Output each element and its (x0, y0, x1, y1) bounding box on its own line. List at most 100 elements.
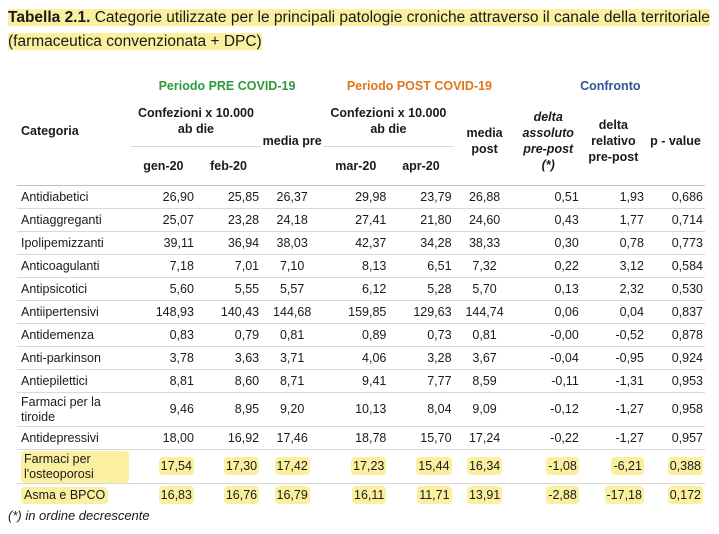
value-cell: 0,172 (645, 483, 705, 506)
cell-value: 16,11 (352, 485, 387, 504)
cell-value: 38,03 (276, 235, 308, 250)
cell-value: 1,77 (619, 212, 644, 227)
value-cell: 5,57 (261, 277, 324, 301)
value-cell: 0,06 (515, 300, 581, 324)
cell-value: 16,92 (227, 430, 260, 445)
value-cell: 5,60 (130, 277, 196, 301)
value-cell: 0,73 (388, 323, 454, 347)
value-cell: 0,79 (195, 323, 262, 347)
cell-value: 0,81 (472, 327, 497, 342)
cell-value: 8,60 (234, 373, 260, 388)
value-cell: 21,80 (388, 208, 454, 232)
cell-value: 3,12 (619, 258, 644, 273)
cell-value: -6,21 (611, 457, 644, 475)
cell-value: 8,95 (234, 402, 260, 416)
table-row: Antidepressivi 18,00 16,92 17,46 18,78 15,70 1… (17, 426, 705, 450)
value-cell: 7,18 (130, 254, 196, 278)
cell-value: 7,32 (472, 258, 497, 273)
header-group-compare: Confronto (580, 79, 641, 93)
cell-value: 38,33 (468, 235, 501, 250)
value-cell: 10,13 (323, 392, 389, 427)
value-cell: -0,95 (580, 346, 646, 370)
cell-value: 6,51 (427, 258, 452, 273)
category-label: Antidemenza (21, 327, 94, 342)
table-row: Farmaci per la tiroide 9,46 8,95 9,20 10,13 8… (17, 392, 705, 427)
value-cell: 13,91 (453, 483, 516, 506)
cell-value: -1,27 (615, 430, 644, 445)
value-cell: -6,21 (580, 449, 646, 484)
table-title-text: Categorie utilizzate per le principali p… (8, 9, 710, 50)
cell-value: 0,04 (619, 304, 644, 319)
value-cell: 17,30 (195, 449, 262, 484)
value-cell: 148,93 (130, 300, 196, 324)
cell-value: 0,78 (619, 235, 644, 250)
value-cell: 3,67 (453, 346, 516, 370)
value-cell: 0,51 (515, 185, 581, 209)
value-cell: 8,60 (195, 369, 262, 393)
table-body: Antidiabetici 26,90 25,85 26,37 29,98 23,79 26… (17, 185, 705, 506)
value-cell: 7,77 (388, 369, 454, 393)
value-cell: 2,32 (580, 277, 646, 301)
cell-value: 23,79 (420, 189, 452, 204)
value-cell: -0,00 (515, 323, 581, 347)
value-cell: 3,63 (195, 346, 262, 370)
header-delta-rel: delta relativo pre-post (580, 96, 646, 186)
value-cell: 144,74 (453, 300, 516, 324)
value-cell: 5,28 (388, 277, 454, 301)
value-cell: 26,37 (261, 185, 324, 209)
cell-value: 25,07 (162, 212, 194, 227)
header-group-pre: Periodo PRE COVID-19 (158, 79, 296, 93)
value-cell: 18,00 (130, 426, 196, 450)
value-cell: 1,77 (580, 208, 646, 232)
cell-value: 26,88 (468, 189, 501, 204)
value-cell: 24,18 (261, 208, 324, 232)
cell-value: 16,79 (274, 485, 310, 504)
value-cell: 7,01 (195, 254, 262, 278)
cell-value: 21,80 (420, 212, 452, 227)
value-cell: 25,07 (130, 208, 196, 232)
category-label: Antipsicotici (21, 281, 87, 296)
value-cell: -17,18 (580, 483, 646, 506)
value-cell: 11,71 (388, 483, 454, 506)
header-category: Categoria (17, 76, 131, 186)
cell-value: 8,71 (279, 373, 305, 388)
category-cell: Farmaci per la tiroide (17, 392, 131, 427)
value-cell: 8,04 (388, 392, 454, 427)
value-cell: 3,28 (388, 346, 454, 370)
value-cell: 16,76 (195, 483, 262, 506)
value-cell: -1,27 (580, 426, 646, 450)
cell-value: 129,63 (413, 304, 452, 319)
cell-value: 0,388 (667, 457, 703, 475)
cell-value: 0,924 (671, 350, 703, 365)
value-cell: -0,11 (515, 369, 581, 393)
header-pvalue: p - value (645, 96, 705, 186)
value-cell: 5,70 (453, 277, 516, 301)
cell-value: 0,22 (554, 258, 579, 273)
value-cell: 0,388 (645, 449, 705, 484)
cell-value: 3,78 (169, 350, 194, 365)
value-cell: 0,81 (261, 323, 324, 347)
value-cell: -0,52 (580, 323, 646, 347)
value-cell: 0,686 (645, 185, 705, 209)
cell-value: 0,957 (671, 430, 703, 445)
category-cell: Antiepilettici (17, 369, 131, 393)
value-cell: -1,27 (580, 392, 646, 427)
cell-value: -2,88 (546, 485, 579, 504)
cell-value: 5,28 (427, 281, 452, 296)
cell-value: 24,60 (468, 212, 501, 227)
cell-value: 0,43 (554, 212, 579, 227)
cell-value: 3,71 (279, 350, 305, 365)
table-row: Antipsicotici 5,60 5,55 5,57 6,12 5,28 5,70 0,1… (17, 277, 705, 301)
cell-value: 25,85 (227, 189, 260, 204)
table-row: Antidiabetici 26,90 25,85 26,37 29,98 23,79 26… (17, 185, 705, 209)
cell-value: 9,46 (169, 402, 194, 416)
value-cell: 0,89 (323, 323, 389, 347)
table-row: Antiipertensivi 148,93 140,43 144,68 159,85 1… (17, 300, 705, 324)
cell-value: 0,773 (671, 235, 703, 250)
cell-value: 0,13 (554, 281, 579, 296)
cell-value: 10,13 (355, 402, 387, 416)
cell-value: 7,01 (234, 258, 260, 273)
category-label: Farmaci per l'osteoporosi (21, 450, 129, 483)
value-cell: 159,85 (323, 300, 389, 324)
cell-value: 4,06 (362, 350, 387, 365)
